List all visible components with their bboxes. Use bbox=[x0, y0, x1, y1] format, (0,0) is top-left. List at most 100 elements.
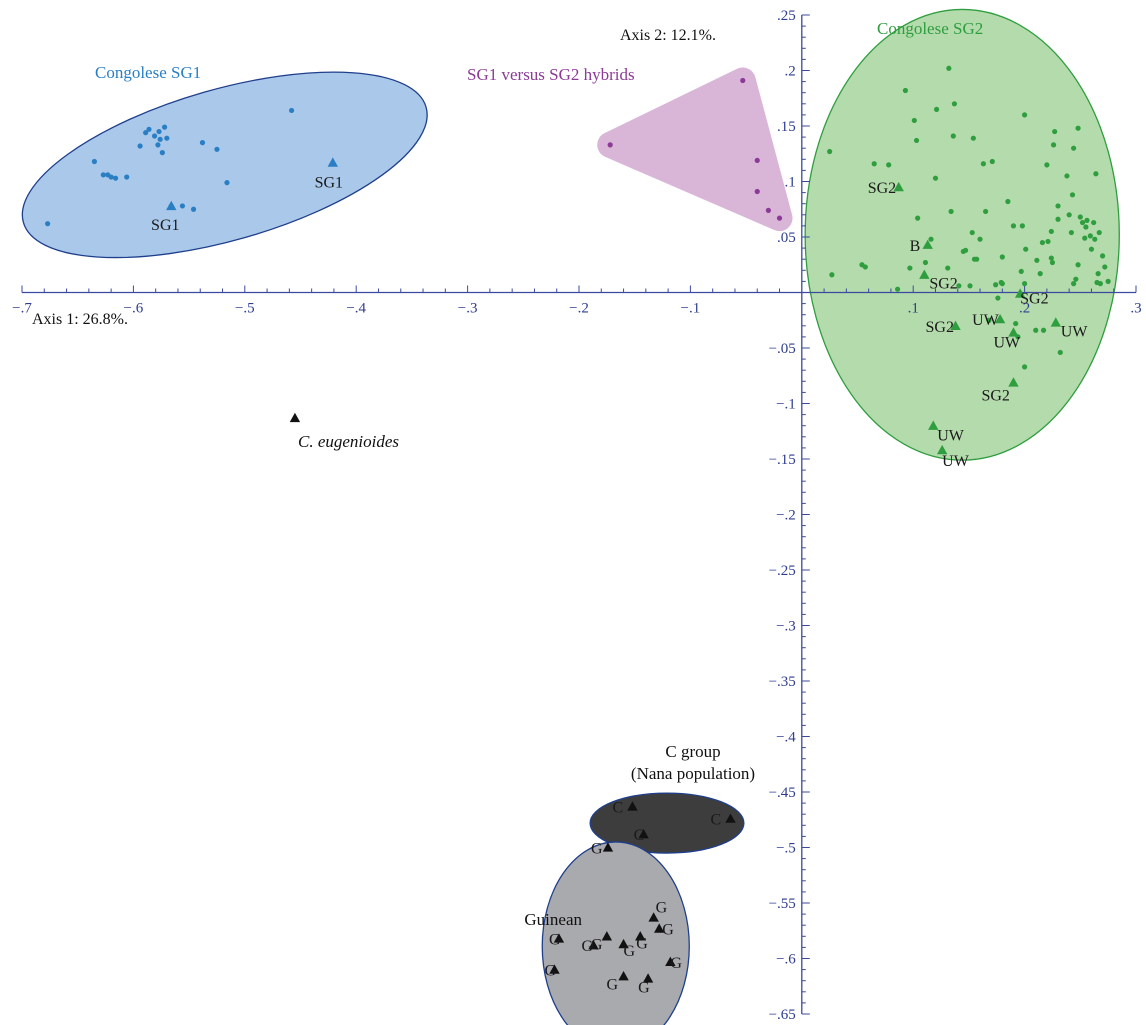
congolese-sg2-point bbox=[829, 272, 835, 278]
congolese-sg2-point bbox=[980, 161, 986, 167]
congolese-sg1-point bbox=[100, 172, 106, 178]
congolese-sg2-point bbox=[907, 265, 913, 271]
congolese-sg1-group-label-line: Congolese SG1 bbox=[95, 63, 201, 82]
congolese-sg2-point bbox=[1018, 268, 1024, 275]
c-group-nana-population-group-label-line: (Nana population) bbox=[631, 764, 755, 783]
y-tick-label: −.4 bbox=[776, 730, 796, 746]
congolese-sg2-point bbox=[1052, 128, 1058, 135]
guinean-marker-label: G bbox=[624, 943, 636, 960]
group-hulls bbox=[21, 8, 1120, 1025]
c-eugenioides-marker bbox=[289, 412, 301, 423]
congolese-sg2-point bbox=[1057, 349, 1063, 356]
congolese-sg2-point bbox=[1019, 223, 1025, 229]
congolese-sg2-point bbox=[1092, 236, 1098, 242]
congolese-sg2-point bbox=[1055, 203, 1061, 209]
sg1-versus-sg2-hybrids-point bbox=[740, 77, 746, 84]
congolese-sg2-point bbox=[962, 247, 969, 253]
x-tick-label: .1 bbox=[908, 301, 919, 317]
congolese-sg2-point bbox=[1102, 264, 1108, 270]
y-tick-label: −.5 bbox=[776, 841, 796, 857]
congolese-sg1-point bbox=[137, 143, 143, 149]
x-tick-label: −.3 bbox=[458, 301, 478, 317]
guinean-marker bbox=[602, 842, 614, 852]
congolese-sg2-point bbox=[974, 256, 980, 262]
congolese-sg1-marker bbox=[327, 157, 339, 167]
guinean-marker-label: G bbox=[549, 932, 561, 949]
congolese-sg2-point bbox=[969, 229, 975, 236]
congolese-sg2-point bbox=[1037, 271, 1043, 277]
congolese-sg2-point bbox=[1083, 224, 1089, 230]
y-tick-label: .2 bbox=[785, 64, 796, 80]
guinean-marker-label: G bbox=[636, 935, 648, 952]
y-tick-label: −.65 bbox=[769, 1007, 796, 1023]
congolese-sg2-point bbox=[922, 259, 929, 266]
y-tick-label: −.15 bbox=[769, 452, 796, 468]
congolese-sg2-point bbox=[932, 175, 939, 181]
congolese-sg1-point bbox=[151, 133, 158, 139]
y-tick-label: .05 bbox=[777, 230, 796, 246]
congolese-sg2-marker-label: UW bbox=[972, 312, 1000, 329]
congolese-sg1-point bbox=[156, 128, 162, 135]
c-eugenioides-group-label: C. eugenioides bbox=[298, 432, 399, 451]
guinean-marker-label: G bbox=[544, 963, 556, 980]
congolese-sg2-point bbox=[1022, 364, 1028, 370]
congolese-sg1-point bbox=[155, 142, 161, 148]
c-group-nana-population-marker bbox=[725, 813, 736, 823]
congolese-sg2-point bbox=[999, 254, 1005, 260]
guinean-marker-label: G bbox=[591, 936, 603, 953]
congolese-sg1-point bbox=[288, 107, 295, 114]
congolese-sg2-point bbox=[928, 236, 934, 242]
guinean-marker-label: G bbox=[591, 841, 603, 858]
y-tick-label: −.35 bbox=[769, 674, 796, 690]
c-eugenioides-group-label-line: C. eugenioides bbox=[298, 432, 399, 451]
guinean-marker-label: G bbox=[607, 976, 619, 993]
axis-ticks: −.7 −.6 −.5 −.4 −.3 −.2 −.1 .1 .2 .3 .25 .2 .15 .1 .05… bbox=[12, 8, 1141, 1023]
congolese-sg2-point bbox=[948, 208, 954, 215]
congolese-sg2-point bbox=[1095, 271, 1101, 277]
x-tick-label: −.6 bbox=[124, 301, 144, 317]
congolese-sg1-point bbox=[45, 221, 51, 227]
congolese-sg2-point bbox=[993, 282, 999, 288]
congolese-sg1-point bbox=[124, 174, 130, 180]
congolese-sg2-point bbox=[1097, 281, 1103, 287]
y-tick-label: −.55 bbox=[769, 896, 796, 912]
c-group-nana-population-marker bbox=[627, 801, 638, 811]
congolese-sg2-point bbox=[902, 87, 909, 94]
c-group-nana-population-group-label-line: C group bbox=[665, 742, 720, 761]
congolese-sg1-marker-label: SG1 bbox=[315, 175, 343, 192]
congolese-sg2-point bbox=[995, 295, 1001, 301]
y-tick-label: −.6 bbox=[776, 952, 796, 968]
y-tick-label: −.2 bbox=[776, 508, 796, 524]
congolese-sg1-point bbox=[224, 180, 230, 186]
congolese-sg2-marker-label: SG2 bbox=[981, 387, 1009, 404]
sg1-versus-sg2-hybrids-point bbox=[607, 142, 613, 148]
x-tick-label: −.7 bbox=[12, 301, 32, 317]
congolese-sg2-point bbox=[1066, 212, 1072, 218]
c-group-nana-population-marker-label: C bbox=[634, 827, 645, 844]
congolese-sg2-point bbox=[946, 65, 952, 71]
congolese-sg2-point bbox=[986, 317, 992, 323]
congolese-sg1-point bbox=[214, 146, 220, 152]
congolese-sg2-point bbox=[1039, 239, 1046, 246]
congolese-sg2-point bbox=[1064, 173, 1070, 179]
congolese-sg2-point bbox=[1048, 255, 1054, 261]
c-group-nana-population-hull bbox=[589, 792, 745, 854]
x-tick-label: .3 bbox=[1130, 301, 1141, 317]
congolese-sg2-point bbox=[1049, 259, 1056, 266]
congolese-sg2-point bbox=[1033, 327, 1039, 333]
congolese-sg2-point bbox=[1093, 171, 1099, 177]
congolese-sg2-point bbox=[1044, 162, 1050, 168]
congolese-sg1-point bbox=[108, 174, 114, 180]
congolese-sg1-point bbox=[161, 124, 168, 130]
congolese-sg2-point bbox=[871, 161, 877, 167]
congolese-sg2-point bbox=[1005, 198, 1011, 205]
congolese-sg2-marker-label: UW bbox=[942, 453, 970, 470]
congolese-sg2-point bbox=[1069, 192, 1076, 198]
congolese-sg1-point bbox=[179, 203, 186, 209]
congolese-sg1-point bbox=[91, 158, 98, 165]
congolese-sg2-point bbox=[1040, 327, 1047, 333]
congolese-sg2-marker bbox=[994, 313, 1006, 324]
congolese-sg2-point bbox=[1105, 278, 1111, 284]
guinean-group-label-line: Guinean bbox=[524, 910, 582, 929]
